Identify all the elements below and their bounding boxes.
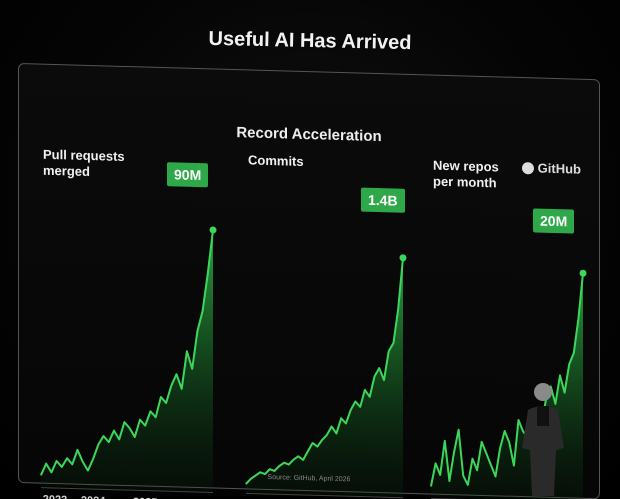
value-badge: 90M <box>167 162 208 187</box>
series-area <box>41 225 213 491</box>
endpoint-marker <box>580 270 587 277</box>
value-badge: 20M <box>533 208 574 233</box>
panel-title: Pull requests merged <box>43 147 163 182</box>
panel-title: Commits <box>248 152 368 171</box>
panel-commits: 2023202420252026 Commits 1.4B <box>244 152 409 477</box>
chart-board: Record Acceleration GitHub 2023202420252… <box>18 63 600 499</box>
x-tick-label: 2024 <box>81 495 106 499</box>
endpoint-marker <box>210 226 217 233</box>
series-area <box>246 253 403 496</box>
endpoint-marker <box>400 254 407 261</box>
board-subtitle: Record Acceleration <box>19 118 599 151</box>
panel-title: New repos per month <box>433 158 503 192</box>
slide-title: Useful AI Has Arrived <box>0 24 620 60</box>
x-tick-label: 2023 <box>43 494 67 499</box>
area-chart: 2023202420252026 <box>39 147 219 472</box>
value-badge: 1.4B <box>361 188 405 213</box>
presenter-figure <box>520 378 566 496</box>
panel-pull-requests: 2023202420252026 Pull requests merged 90… <box>39 147 219 472</box>
